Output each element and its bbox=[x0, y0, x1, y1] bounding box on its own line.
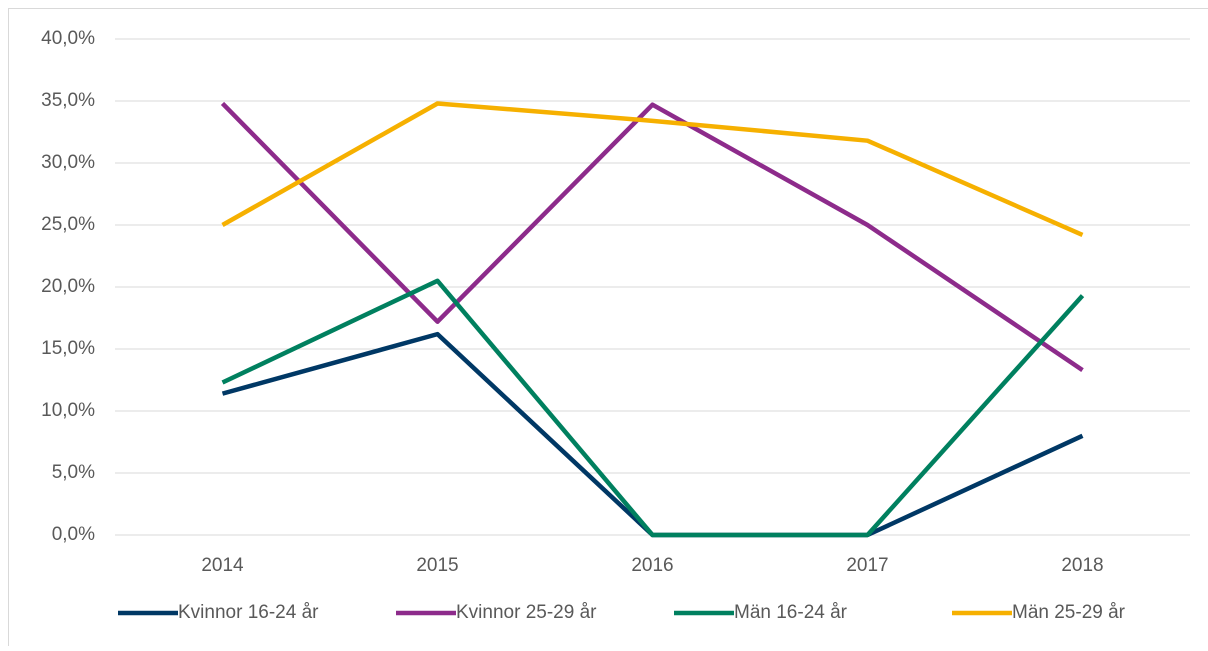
series-line bbox=[223, 334, 1083, 535]
x-tick-label: 2016 bbox=[631, 555, 673, 576]
series-line bbox=[223, 103, 1083, 234]
legend-label: Män 25-29 år bbox=[1012, 602, 1126, 623]
x-tick-label: 2015 bbox=[416, 555, 458, 576]
y-tick-label: 0,0% bbox=[52, 524, 95, 545]
series-line bbox=[223, 103, 1083, 370]
y-tick-label: 5,0% bbox=[52, 462, 95, 483]
y-tick-label: 35,0% bbox=[41, 90, 95, 111]
x-tick-label: 2018 bbox=[1061, 555, 1103, 576]
y-tick-label: 40,0% bbox=[41, 28, 95, 49]
legend-label: Kvinnor 16-24 år bbox=[178, 602, 319, 623]
legend-label: Kvinnor 25-29 år bbox=[456, 602, 597, 623]
y-tick-label: 15,0% bbox=[41, 338, 95, 359]
y-tick-label: 30,0% bbox=[41, 152, 95, 173]
y-tick-label: 25,0% bbox=[41, 214, 95, 235]
legend-label: Män 16-24 år bbox=[734, 602, 848, 623]
y-tick-label: 20,0% bbox=[41, 276, 95, 297]
y-tick-label: 10,0% bbox=[41, 400, 95, 421]
x-tick-label: 2014 bbox=[201, 555, 244, 576]
chart-border bbox=[9, 9, 1208, 647]
x-tick-label: 2017 bbox=[846, 555, 888, 576]
